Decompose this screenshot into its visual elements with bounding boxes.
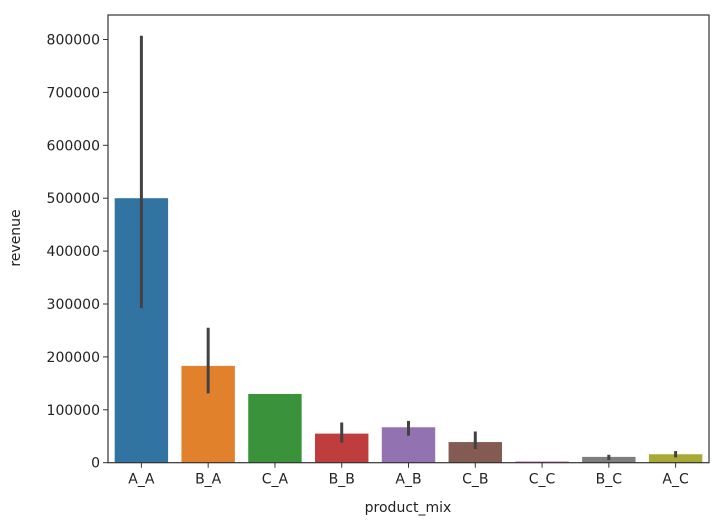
x-tick-label: C_A (262, 472, 289, 488)
x-tick-label: A_A (128, 472, 155, 488)
y-tick-label: 700000 (47, 85, 100, 101)
y-tick-label: 0 (91, 456, 100, 472)
y-tick-label: 100000 (47, 403, 100, 419)
y-tick: 600000 (47, 138, 108, 154)
x-tick-label: B_C (596, 472, 623, 488)
bar-C_B (448, 442, 502, 463)
x-tick-label: A_B (395, 472, 421, 488)
x-axis: A_A B_A C_A B_B A_B C_B C_C B_C A_C (128, 462, 689, 488)
y-tick-label: 300000 (47, 297, 100, 313)
x-tick: B_B (329, 462, 355, 488)
x-axis-label: product_mix (365, 500, 452, 516)
x-tick-label: C_C (529, 472, 556, 488)
y-tick-label: 200000 (47, 350, 100, 366)
bar-C_A (248, 393, 302, 463)
x-tick: C_B (462, 462, 488, 488)
x-tick-label: A_C (662, 472, 689, 488)
y-axis-label: revenue (8, 209, 24, 266)
y-tick: 500000 (47, 191, 108, 207)
error-bars (139, 35, 678, 461)
x-tick: A_B (395, 462, 422, 488)
x-tick: B_A (195, 462, 222, 488)
x-tick: A_C (662, 462, 689, 488)
x-tick-label: B_B (329, 472, 355, 488)
y-tick-label: 600000 (47, 138, 100, 154)
y-axis: 0 100000 200000 300000 400000 500000 600000 700… (47, 33, 108, 472)
y-tick-label: 400000 (47, 244, 100, 260)
x-tick: C_C (529, 462, 556, 488)
x-tick-label: B_A (195, 472, 222, 488)
x-tick-label: C_B (462, 472, 488, 488)
y-tick-label: 800000 (47, 33, 100, 49)
y-tick: 400000 (47, 244, 108, 260)
y-tick: 700000 (47, 85, 108, 101)
bar-C_C (515, 461, 569, 463)
y-tick: 800000 (47, 33, 108, 49)
y-tick-label: 500000 (47, 191, 100, 207)
y-tick: 100000 (47, 403, 108, 419)
x-tick: A_A (128, 462, 155, 488)
bar-A_C (648, 454, 703, 463)
x-tick: C_A (262, 462, 289, 488)
y-tick: 0 (91, 456, 108, 472)
x-tick: B_C (596, 462, 623, 488)
y-tick: 200000 (47, 350, 108, 366)
y-tick: 300000 (47, 297, 108, 313)
